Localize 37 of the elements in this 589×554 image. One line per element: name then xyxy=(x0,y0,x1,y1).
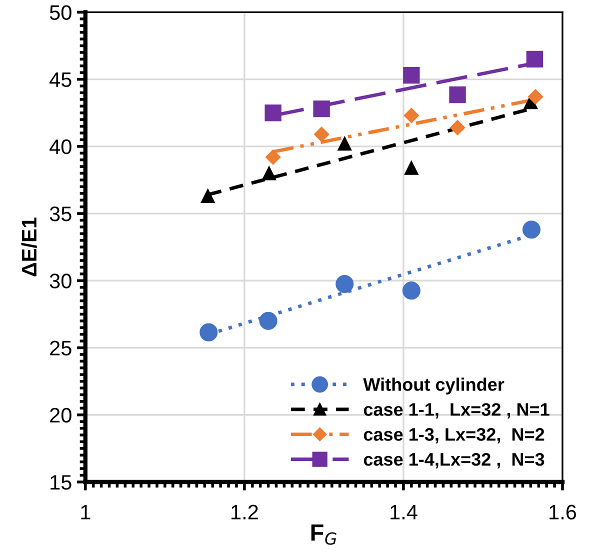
legend-label: case 1-1, Lx=32 , N=1 xyxy=(364,403,550,418)
point xyxy=(526,50,543,68)
y-tick-label: 30 xyxy=(50,274,72,288)
y-tick-label: 35 xyxy=(50,206,72,222)
point xyxy=(264,104,282,122)
y-tick-label: 25 xyxy=(50,340,72,356)
point xyxy=(528,89,544,104)
y-tick-label: 15 xyxy=(50,475,72,490)
point xyxy=(336,274,354,294)
point xyxy=(262,166,276,180)
point xyxy=(404,108,419,124)
point xyxy=(338,136,352,151)
y-tick-label: 50 xyxy=(50,5,72,20)
y-axis-title: ΔE/E1 xyxy=(21,218,37,276)
legend-label: Without cylinder xyxy=(363,378,504,394)
point xyxy=(402,282,420,300)
y-tick-label: 45 xyxy=(50,72,72,88)
x-tick-label: 1.4 xyxy=(390,504,418,520)
point xyxy=(313,100,330,118)
x-tick-label: 1 xyxy=(81,504,90,520)
legend-label: case 1-4,Lx=32 , N=3 xyxy=(364,452,544,468)
point xyxy=(450,120,466,136)
legend-label: case 1-3, Lx=32, N=2 xyxy=(364,428,544,444)
point xyxy=(265,150,281,165)
point xyxy=(200,189,215,204)
point xyxy=(314,126,330,142)
y-tick-label: 20 xyxy=(50,408,72,423)
x-tick-label: 1.2 xyxy=(232,504,258,520)
point xyxy=(449,86,466,104)
point xyxy=(200,323,218,342)
point xyxy=(403,66,420,84)
point xyxy=(522,220,541,239)
x-axis-title: F$_{G}$ xyxy=(311,524,336,545)
y-tick-label: 40 xyxy=(50,139,72,154)
point xyxy=(404,160,418,175)
point xyxy=(259,312,278,330)
x-tick-label: 1.6 xyxy=(550,504,576,520)
